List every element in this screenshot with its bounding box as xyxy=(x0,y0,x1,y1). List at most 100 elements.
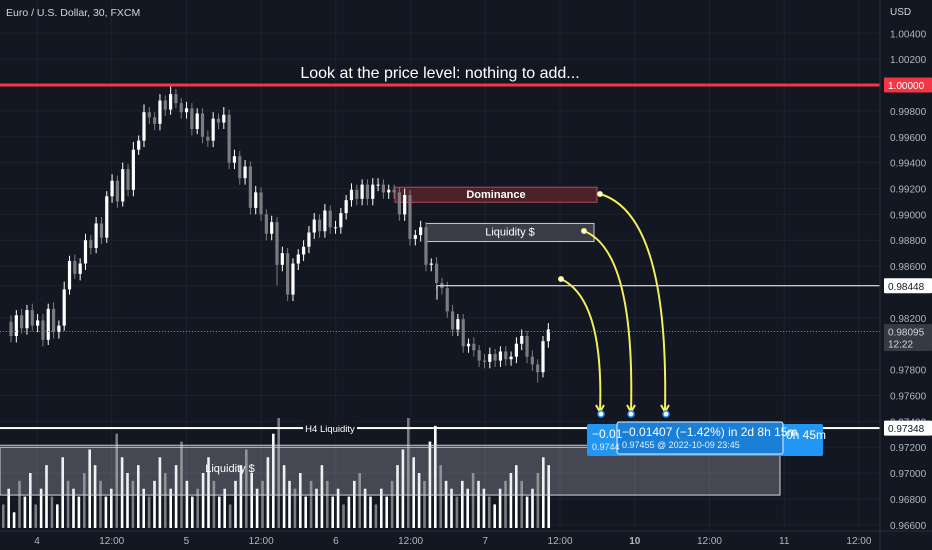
volume-bar xyxy=(115,433,118,528)
candle-body xyxy=(435,263,439,283)
volume-bar xyxy=(353,480,356,528)
volume-bar xyxy=(358,473,361,528)
volume-bar xyxy=(536,473,540,528)
time-tick-label: 12:00 xyxy=(398,536,423,547)
volume-bar xyxy=(72,488,75,528)
volume-bar xyxy=(434,425,437,528)
candle-body xyxy=(142,112,146,141)
price-tick-label: 0.99000 xyxy=(890,210,927,221)
candle-body xyxy=(344,200,348,214)
price-tick-label: 0.97200 xyxy=(890,443,927,454)
volume-bar xyxy=(369,496,372,528)
level-98448-price-badge xyxy=(884,278,932,294)
volume-bar xyxy=(299,473,302,528)
candle-body xyxy=(46,308,50,340)
volume-bar xyxy=(56,504,59,528)
currency-label: USD xyxy=(890,7,911,18)
candle-body xyxy=(514,343,518,357)
candle-body xyxy=(83,240,88,264)
candle-body xyxy=(408,194,412,239)
annotation-arrow-3 xyxy=(599,193,667,413)
candle-body xyxy=(89,240,93,249)
candle-body xyxy=(158,100,162,124)
candle-body xyxy=(525,335,529,357)
candle-body xyxy=(360,184,364,199)
volume-bar xyxy=(234,480,237,528)
volume-bar xyxy=(390,480,394,528)
candle-body xyxy=(429,263,433,265)
dominance-zone xyxy=(394,186,598,203)
volume-bar xyxy=(77,496,81,528)
volume-bar xyxy=(50,496,54,528)
volume-bar xyxy=(525,496,529,528)
candle-body xyxy=(541,341,545,373)
volume-bar xyxy=(477,480,480,528)
volume-bar xyxy=(110,488,113,528)
volume-bar xyxy=(191,496,194,528)
measurement-anchor xyxy=(627,410,635,418)
resistance-line xyxy=(0,83,880,87)
candle-body xyxy=(115,180,119,202)
candle-layer xyxy=(9,85,550,383)
candle-body xyxy=(445,288,449,312)
volume-bar xyxy=(455,496,459,528)
volume-bar xyxy=(401,449,405,528)
price-tick-label: 0.99400 xyxy=(890,159,927,170)
volume-bar xyxy=(282,465,286,528)
candle-body xyxy=(9,321,13,336)
time-tick-label: 7 xyxy=(483,536,489,547)
candle-body xyxy=(110,180,114,197)
volume-bar xyxy=(99,480,102,528)
volume-bar xyxy=(320,465,324,528)
price-tick-label: 0.98600 xyxy=(890,262,927,273)
measurement-left-sub: 0.9744 xyxy=(592,442,620,452)
candle-body xyxy=(195,113,199,130)
volume-bar xyxy=(439,465,442,528)
volume-bar xyxy=(120,457,124,528)
price-tick-label: 0.98200 xyxy=(890,314,927,325)
measurement-right-partial: 0h 45m xyxy=(786,428,826,442)
h4-liquidity-label-bg xyxy=(303,421,357,436)
candle-body xyxy=(461,319,465,347)
volume-bar xyxy=(542,457,545,528)
measurement-left-partial: −0.01 xyxy=(592,427,623,441)
time-tick-label: 12:00 xyxy=(99,536,124,547)
volume-bar xyxy=(18,480,21,528)
volume-bar xyxy=(169,488,172,528)
candle-body xyxy=(296,254,300,264)
candle-body xyxy=(323,210,327,232)
candle-body xyxy=(286,253,290,295)
candle-body xyxy=(530,356,534,365)
volume-bar xyxy=(164,473,167,528)
candle-body xyxy=(546,329,550,342)
volume-bar xyxy=(412,457,415,528)
volume-bar xyxy=(363,488,367,528)
candle-body xyxy=(466,343,471,347)
candle-body xyxy=(94,223,98,249)
volume-bar xyxy=(45,465,48,528)
current-price-text: 0.98095 xyxy=(888,327,925,338)
time-tick-label: 6 xyxy=(333,536,339,547)
time-tick-label: 12:00 xyxy=(548,536,573,547)
volume-bar xyxy=(126,473,129,528)
volume-bar xyxy=(547,465,550,528)
candle-body xyxy=(121,169,125,202)
candle-body xyxy=(259,192,263,215)
candle-body xyxy=(25,310,29,329)
price-tick-label: 0.97000 xyxy=(890,469,927,480)
candle-body xyxy=(493,354,497,361)
candle-body xyxy=(222,114,226,123)
volume-bar xyxy=(466,488,469,528)
level-98448-price-text: 0.98448 xyxy=(888,282,925,293)
candle-body xyxy=(200,113,205,137)
volume-bar xyxy=(66,480,70,528)
price-tick-label: 1.00400 xyxy=(890,29,927,40)
candle-body xyxy=(424,227,428,265)
candle-body xyxy=(73,260,77,274)
volume-bar xyxy=(374,504,378,528)
candle-body xyxy=(51,308,56,333)
annotation-arrow-start xyxy=(581,228,587,234)
